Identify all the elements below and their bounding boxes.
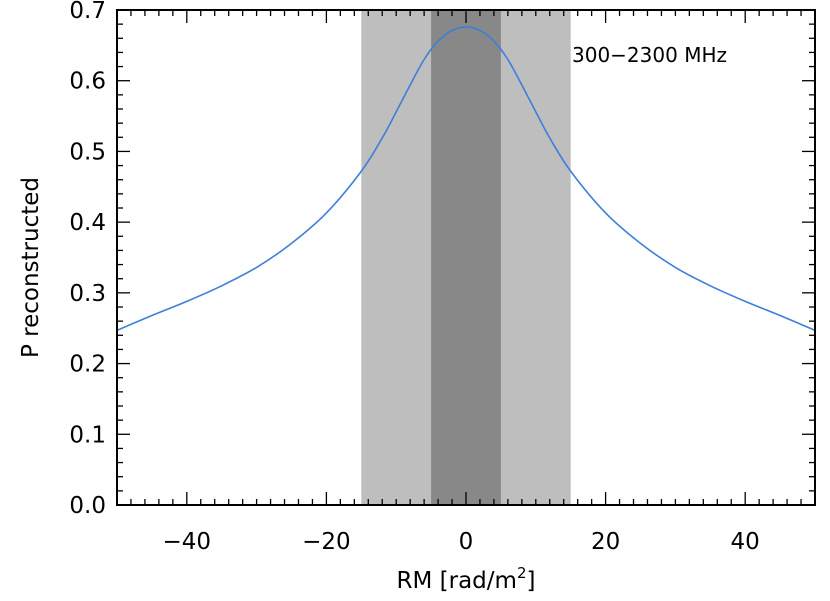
inner-shaded-band (431, 10, 501, 505)
x-axis-title: RM [rad/m2] (397, 564, 536, 594)
y-tick-label: 0.4 (69, 210, 106, 236)
y-axis-title: P reconstructed (18, 177, 44, 358)
y-tick-label: 0.1 (69, 422, 106, 448)
x-tick-label: −40 (163, 529, 212, 555)
x-tick-label: −20 (302, 529, 351, 555)
x-axis-title-end: ] (526, 568, 535, 594)
y-tick-label: 0.2 (69, 352, 106, 378)
y-tick-label: 0.0 (69, 493, 106, 519)
x-tick-labels: −40 −20 0 20 40 (163, 529, 760, 555)
y-tick-label: 0.3 (69, 281, 106, 307)
y-tick-label: 0.5 (69, 139, 106, 165)
x-tick-label: 40 (731, 529, 760, 555)
frequency-range-annotation: 300−2300 MHz (572, 43, 727, 67)
x-axis-title-superscript: 2 (517, 564, 527, 582)
series-layer (116, 26, 816, 332)
x-tick-label: 20 (591, 529, 620, 555)
series-line-0 (116, 26, 816, 332)
plot-frame (116, 9, 816, 506)
y-tick-label: 0.6 (69, 69, 106, 95)
shaded-bands (361, 10, 571, 505)
y-tick-labels: 0.0 0.1 0.2 0.3 0.4 0.5 0.6 0.7 (69, 0, 106, 519)
y-tick-label: 0.7 (69, 0, 106, 24)
x-tick-label: 0 (459, 529, 474, 555)
x-axis-title-main: RM [rad/m (397, 568, 517, 594)
